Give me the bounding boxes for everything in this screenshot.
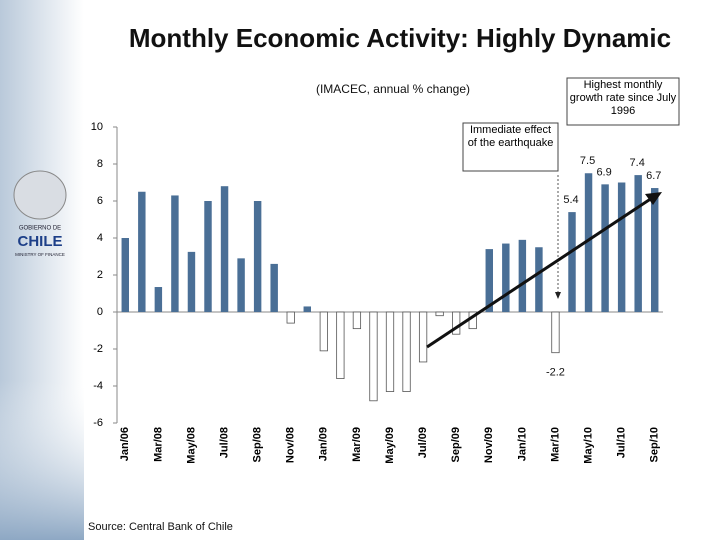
- value-label: 5.4: [563, 194, 578, 206]
- annotation-text: Highest monthly growth rate since July 1…: [569, 79, 677, 117]
- logo-crest: [13, 170, 67, 220]
- y-tick-label: 2: [97, 269, 103, 281]
- y-tick-label: 0: [97, 306, 103, 318]
- bar: [303, 306, 311, 312]
- bar: [502, 243, 510, 312]
- bar: [154, 287, 163, 312]
- value-label: 7.5: [580, 155, 595, 167]
- bar: [435, 311, 444, 317]
- logo-top: GOBIERNO DE: [19, 226, 61, 232]
- y-tick-label: -6: [93, 417, 103, 429]
- bar: [584, 173, 593, 312]
- bar: [138, 191, 146, 312]
- x-tick-label: Mar/10: [549, 427, 561, 462]
- annotation-text: Immediate effect of the earthquake: [467, 124, 554, 149]
- bar: [204, 201, 212, 312]
- bar: [121, 238, 129, 312]
- bar: [402, 311, 411, 392]
- bar: [452, 311, 461, 335]
- bar: [601, 184, 609, 312]
- bar: [187, 251, 196, 312]
- bar: [253, 201, 262, 312]
- bar: [485, 249, 493, 312]
- value-label: -2.2: [546, 367, 565, 379]
- y-tick-label: 8: [97, 158, 103, 170]
- bar: [551, 311, 560, 354]
- x-tick-label: Mar/08: [152, 427, 164, 462]
- y-tick-label: -2: [93, 343, 103, 355]
- chart-subtitle: (IMACEC, annual % change): [316, 82, 470, 96]
- x-tick-label: Jul/08: [218, 427, 230, 458]
- bar: [270, 263, 278, 312]
- earthquake-arrowhead: [555, 292, 561, 299]
- logo-bottom: MINISTRY OF FINANCE: [15, 252, 65, 257]
- bar: [336, 311, 345, 379]
- x-tick-label: Jan/10: [516, 427, 528, 461]
- x-tick-label: Sep/10: [649, 427, 661, 462]
- x-tick-label: May/10: [582, 427, 594, 464]
- x-tick-label: Jul/10: [616, 427, 628, 458]
- bar: [518, 239, 527, 312]
- x-tick-label: Jan/09: [318, 427, 330, 461]
- y-tick-label: 10: [91, 121, 103, 133]
- logo-name: CHILE: [18, 233, 63, 250]
- trend-arrowhead: [645, 192, 662, 205]
- bar: [651, 188, 659, 312]
- annotation-box: [462, 122, 559, 172]
- chart-title: Monthly Economic Activity: Highly Dynami…: [129, 23, 671, 53]
- bar: [418, 311, 428, 363]
- value-label: 7.4: [630, 157, 645, 169]
- value-label: 6.7: [646, 170, 661, 182]
- source: Source: Central Bank of Chile: [88, 521, 233, 533]
- bar: [617, 182, 626, 312]
- bar: [369, 311, 378, 402]
- bar: [319, 311, 328, 352]
- bar: [286, 311, 295, 324]
- x-tick-label: Jan/06: [119, 427, 131, 461]
- x-tick-label: Mar/09: [351, 427, 363, 462]
- annotation-highest: Highest monthly growth rate since July 1…: [569, 79, 677, 117]
- y-tick-label: 4: [97, 232, 103, 244]
- logo: GOBIERNO DE CHILE MINISTRY OF FINANCE: [13, 170, 67, 257]
- bar: [220, 186, 229, 312]
- x-tick-label: May/08: [185, 427, 197, 464]
- y-tick-label: -4: [93, 380, 103, 392]
- annotation-earthquake: Immediate effect of the earthquake: [467, 124, 554, 149]
- bar: [535, 247, 543, 312]
- x-tick-label: Nov/09: [483, 427, 495, 463]
- bar: [568, 212, 576, 312]
- value-label: 6.9: [596, 166, 611, 178]
- annotation-box: [566, 77, 680, 126]
- x-tick-label: Sep/09: [450, 427, 462, 462]
- x-tick-label: Sep/08: [252, 427, 264, 462]
- x-tick-label: May/09: [384, 427, 396, 464]
- x-tick-label: Nov/08: [285, 427, 297, 463]
- trend-arrow: [426, 196, 653, 349]
- plot: -6 -4 -2 0 2 4 6 8 10 Jan/06 Mar/08 May/08 Jul/08 Sep…: [91, 121, 663, 464]
- x-tick-label: Jul/09: [417, 427, 429, 458]
- bar: [171, 195, 179, 312]
- y-tick-label: 6: [97, 195, 103, 207]
- bar: [352, 311, 362, 330]
- bar: [237, 258, 245, 312]
- side-mountains: [0, 380, 84, 540]
- bar: [634, 175, 642, 312]
- bar: [385, 311, 395, 392]
